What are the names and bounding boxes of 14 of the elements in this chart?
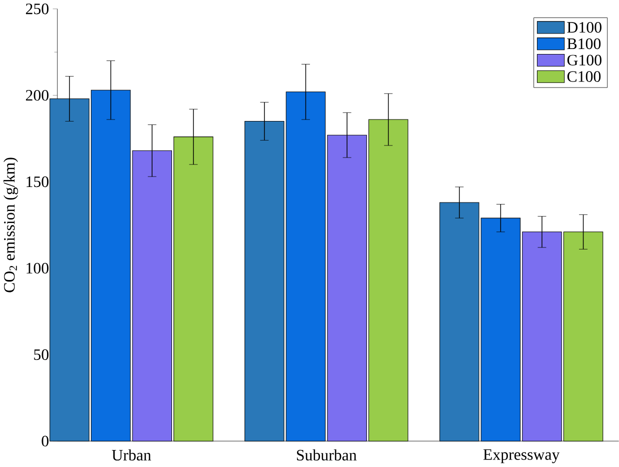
- y-tick-label: 250: [26, 4, 48, 14]
- y-tick-label: 150: [26, 176, 48, 188]
- x-tick-label: Expressway: [483, 449, 560, 464]
- y-axis-title: CO$_{2}$ emission (g/km): [4, 158, 18, 292]
- x-tick-label: Suburban: [296, 449, 357, 461]
- x-tick-label: Urban: [112, 449, 152, 461]
- y-tick-label: 0: [42, 436, 48, 447]
- legend-label: B100: [567, 38, 601, 50]
- legend-label: G100: [567, 54, 602, 66]
- legend-label: C100: [567, 71, 601, 82]
- y-tick-label: 200: [26, 90, 48, 101]
- y-tick-label: 50: [34, 349, 48, 360]
- y-tick-label: 100: [26, 262, 48, 274]
- legend-label: D100: [567, 22, 602, 33]
